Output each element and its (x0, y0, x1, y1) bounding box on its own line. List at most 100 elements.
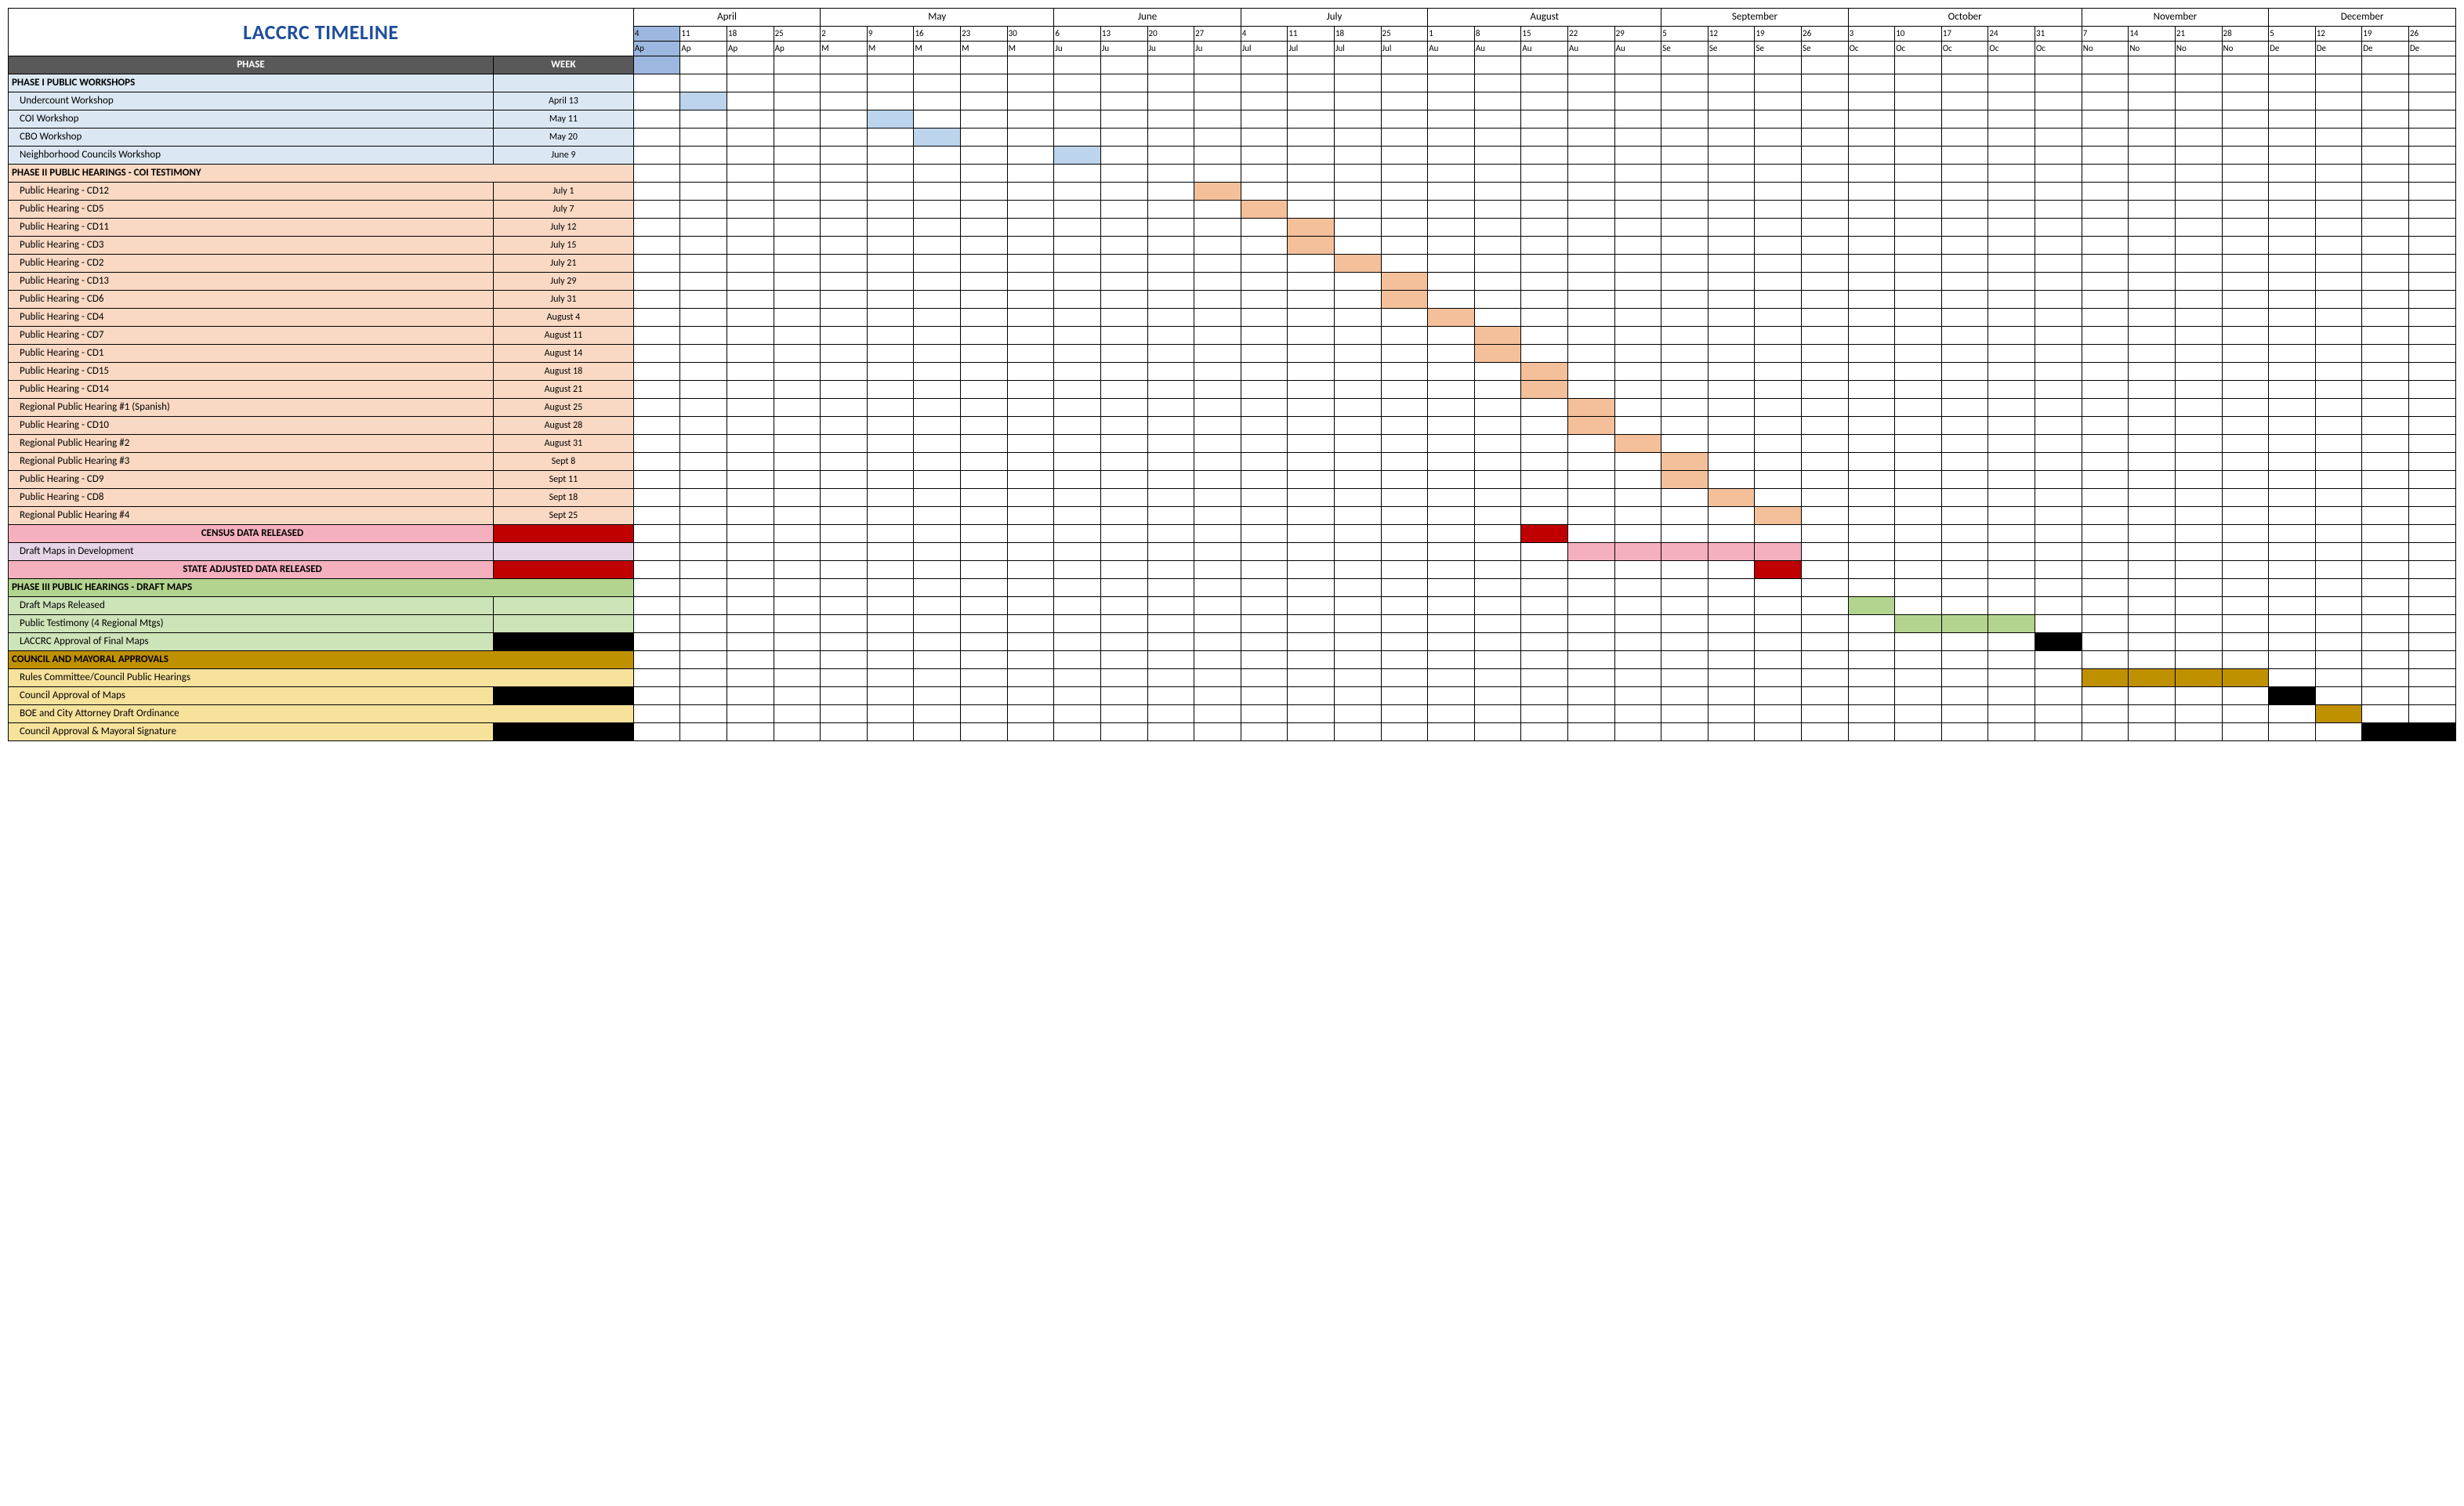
grid-cell (1194, 273, 1241, 291)
grid-cell (2362, 399, 2409, 417)
grid-cell (1941, 399, 1988, 417)
grid-cell (2082, 381, 2129, 399)
grid-cell (2035, 74, 2082, 92)
grid-cell (1428, 237, 1475, 255)
grid-cell (867, 74, 914, 92)
grid-cell (2175, 453, 2222, 471)
grid-cell (1007, 291, 1054, 309)
grid-cell (2175, 56, 2222, 74)
grid-cell (727, 237, 774, 255)
grid-cell (961, 273, 1008, 291)
month-header: September (1661, 9, 1848, 27)
grid-cell (633, 561, 680, 579)
grid-cell (2269, 56, 2316, 74)
grid-cell (2315, 309, 2362, 327)
grid-cell (1568, 651, 1615, 669)
grid-cell (1521, 345, 1568, 363)
grid-cell (1755, 147, 1802, 165)
grid-cell (1381, 74, 1428, 92)
grid-cell (1381, 417, 1428, 435)
grid-cell (867, 399, 914, 417)
grid-cell (2362, 92, 2409, 110)
grid-cell (2408, 399, 2455, 417)
grid-cell (1288, 579, 1335, 597)
grid-cell (1895, 74, 1942, 92)
grid-cell (2082, 165, 2129, 183)
grid-cell (633, 219, 680, 237)
grid-cell (2175, 471, 2222, 489)
week-day: 13 (1100, 27, 1147, 42)
grid-cell (1288, 74, 1335, 92)
grid-cell (1100, 309, 1147, 327)
grid-cell (1708, 74, 1755, 92)
grid-cell (1941, 74, 1988, 92)
grid-cell (1147, 543, 1194, 561)
grid-cell (1614, 129, 1661, 147)
grid-cell (1241, 633, 1288, 651)
grid-cell (1288, 669, 1335, 687)
grid-cell (1147, 489, 1194, 507)
grid-cell (774, 525, 821, 543)
month-header: October (1848, 9, 2082, 27)
week-day: 16 (914, 27, 961, 42)
grid-cell (961, 327, 1008, 345)
grid-cell (867, 453, 914, 471)
grid-cell (2315, 291, 2362, 309)
grid-cell (1988, 597, 2035, 615)
grid-cell (867, 147, 914, 165)
grid-cell (1708, 723, 1755, 741)
grid-cell (2315, 417, 2362, 435)
grid-cell (1334, 381, 1381, 399)
grid-cell (2082, 129, 2129, 147)
grid-cell (1241, 309, 1288, 327)
grid-cell (867, 471, 914, 489)
grid-cell (1241, 110, 1288, 129)
grid-cell (774, 273, 821, 291)
grid-cell (2035, 165, 2082, 183)
grid-cell (2175, 489, 2222, 507)
grid-cell (1381, 633, 1428, 651)
week-month: M (867, 42, 914, 56)
grid-cell (1708, 471, 1755, 489)
grid-cell (821, 255, 868, 273)
row-label: Public Hearing - CD11 (9, 219, 494, 237)
row-date: July 29 (493, 273, 633, 291)
grid-cell (1614, 309, 1661, 327)
grid-cell (2269, 129, 2316, 147)
grid-cell (1428, 345, 1475, 363)
grid-cell (1848, 525, 1895, 543)
week-month: Ju (1054, 42, 1101, 56)
grid-cell (1194, 579, 1241, 597)
grid-cell (2082, 507, 2129, 525)
week-day: 25 (1381, 27, 1428, 42)
grid-cell (2175, 345, 2222, 363)
grid-cell (1521, 543, 1568, 561)
grid-cell (1381, 92, 1428, 110)
grid-cell (2035, 435, 2082, 453)
grid-cell (774, 363, 821, 381)
week-month: M (821, 42, 868, 56)
grid-cell (2175, 381, 2222, 399)
grid-cell (2035, 273, 2082, 291)
grid-cell (1147, 453, 1194, 471)
grid-cell (821, 129, 868, 147)
grid-cell (1147, 561, 1194, 579)
grid-cell (1241, 92, 1288, 110)
grid-cell (1428, 669, 1475, 687)
grid-cell (821, 201, 868, 219)
grid-cell (867, 291, 914, 309)
grid-cell (1288, 633, 1335, 651)
grid-cell (1614, 579, 1661, 597)
grid-cell (633, 615, 680, 633)
grid-cell (2035, 723, 2082, 741)
grid-cell (1661, 597, 1708, 615)
grid-cell (2408, 237, 2455, 255)
grid-cell (1334, 633, 1381, 651)
grid-cell (1428, 651, 1475, 669)
grid-cell (680, 399, 727, 417)
grid-cell (1241, 219, 1288, 237)
grid-cell (1288, 129, 1335, 147)
grid-cell (821, 399, 868, 417)
grid-cell (1941, 471, 1988, 489)
grid-cell (2035, 705, 2082, 723)
